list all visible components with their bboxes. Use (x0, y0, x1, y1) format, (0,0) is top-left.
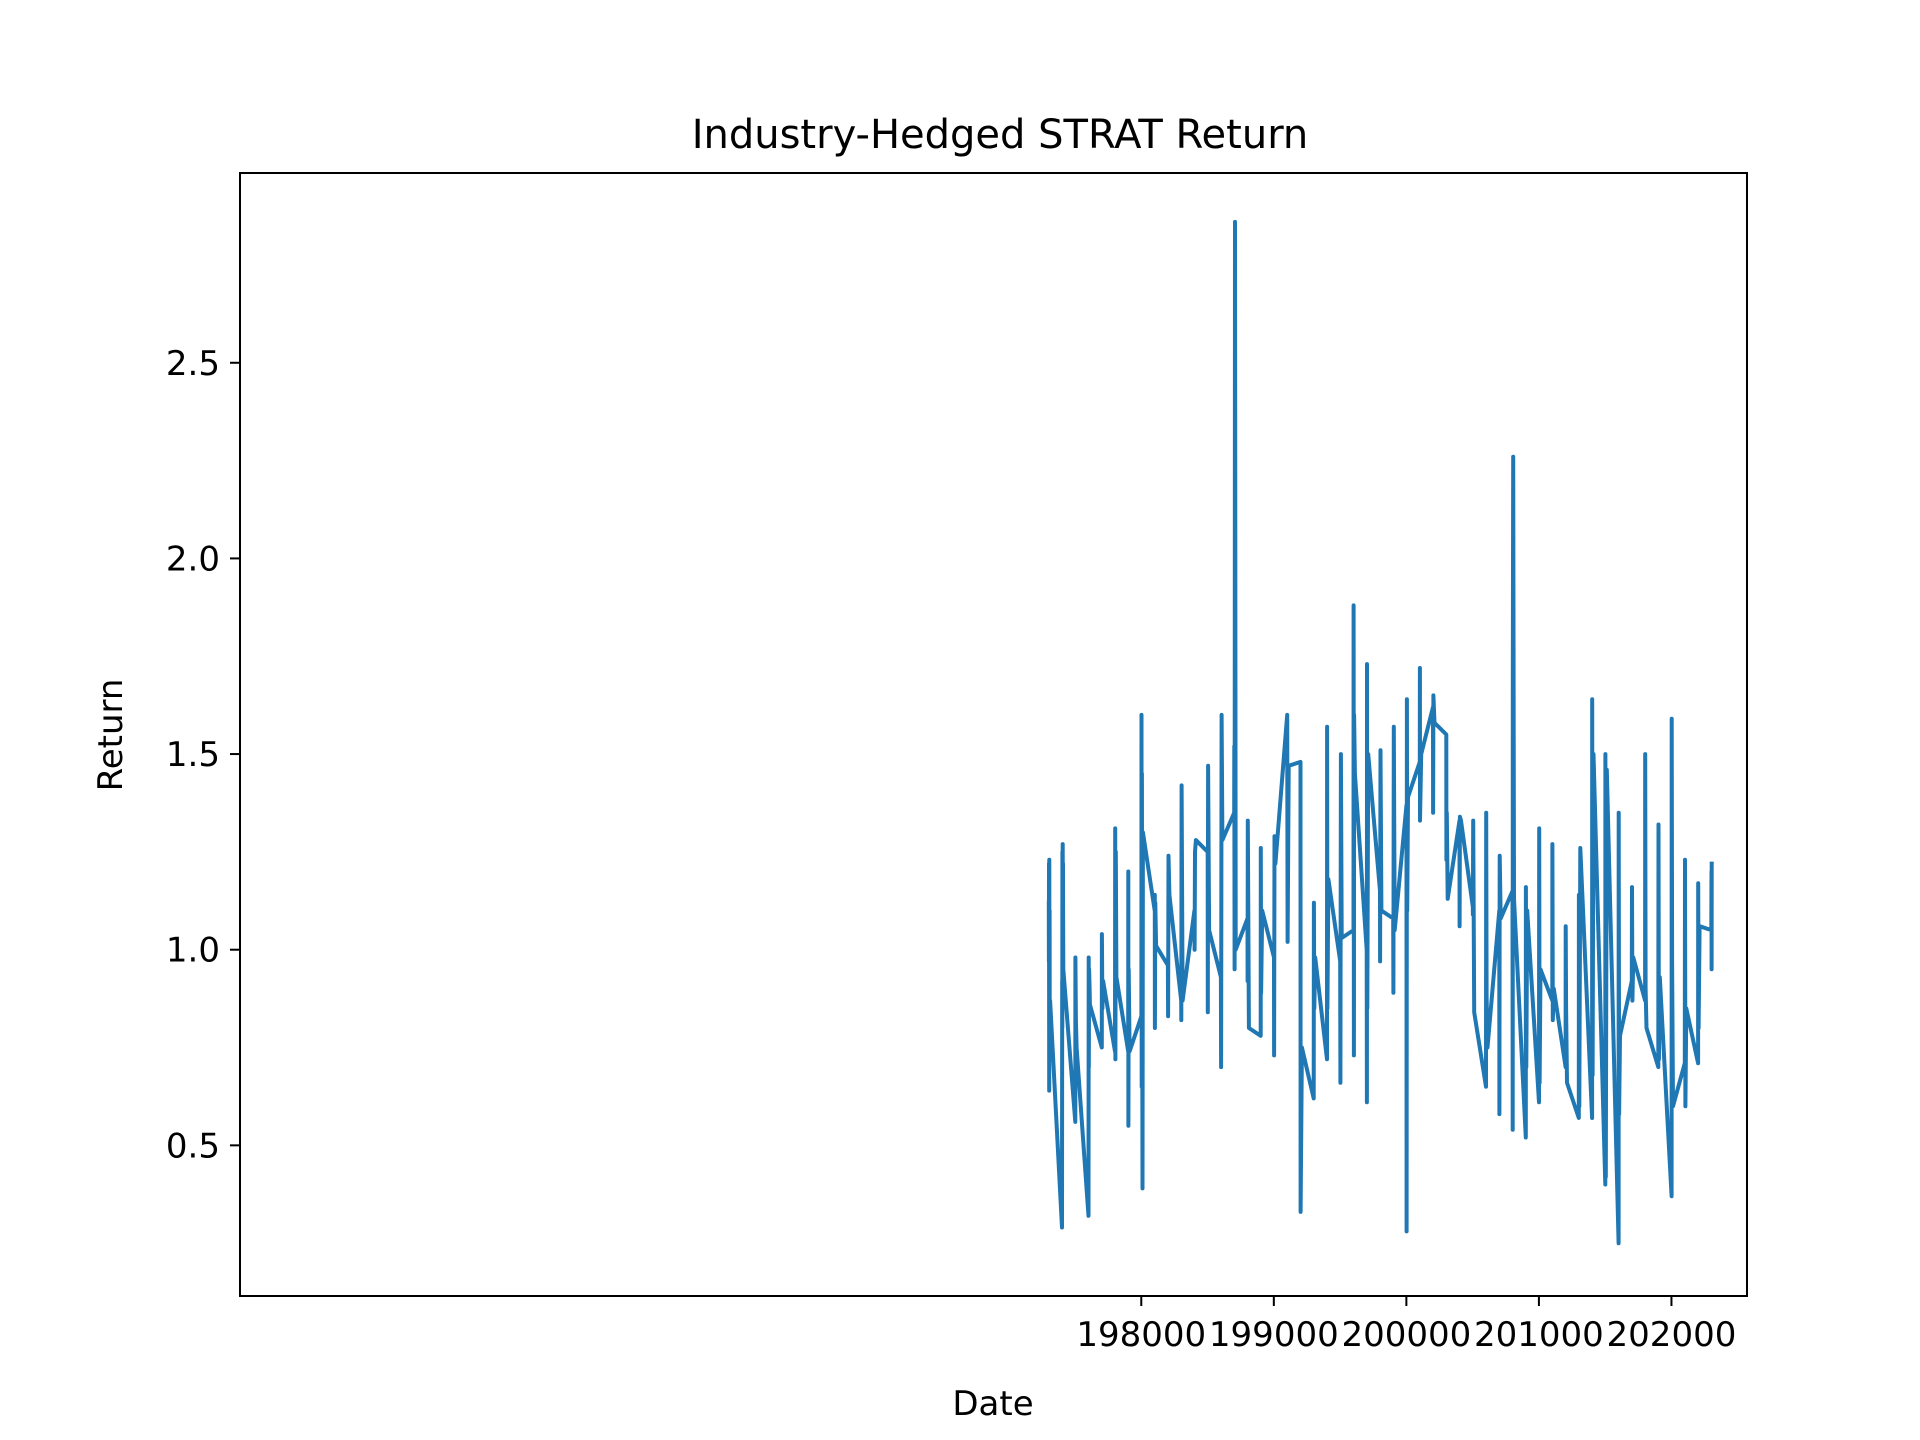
series-layer (1046, 219, 1714, 1246)
series-line (1046, 219, 1714, 1246)
y-axis: 0.5 1.0 1.5 2.0 2.5 (166, 344, 240, 1166)
x-tick-label: 198000 (1076, 1315, 1206, 1355)
axes-frame (239, 172, 1748, 1297)
plot-area (239, 172, 1748, 1297)
y-tick-label: 1.5 (166, 735, 220, 775)
x-axis-label: Date (952, 1384, 1033, 1424)
y-tick-label: 0.5 (166, 1126, 220, 1166)
y-tick-label: 2.5 (166, 344, 220, 384)
y-tick-label: 1.0 (166, 931, 220, 971)
x-tick-label: 202000 (1607, 1315, 1737, 1355)
chart-title: Industry-Hedged STRAT Return (692, 112, 1309, 158)
x-axis: 198000 199000 200000 201000 202000 (1076, 1296, 1736, 1355)
y-tick-label: 2.0 (166, 539, 220, 579)
x-tick-label: 201000 (1474, 1315, 1604, 1355)
x-tick-label: 200000 (1341, 1315, 1471, 1355)
y-axis-label: Return (91, 679, 131, 792)
x-tick-label: 199000 (1209, 1315, 1339, 1355)
